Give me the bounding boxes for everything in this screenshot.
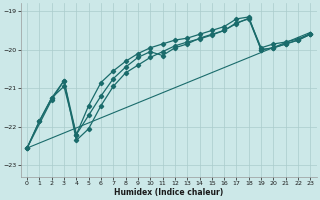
X-axis label: Humidex (Indice chaleur): Humidex (Indice chaleur)	[114, 188, 223, 197]
